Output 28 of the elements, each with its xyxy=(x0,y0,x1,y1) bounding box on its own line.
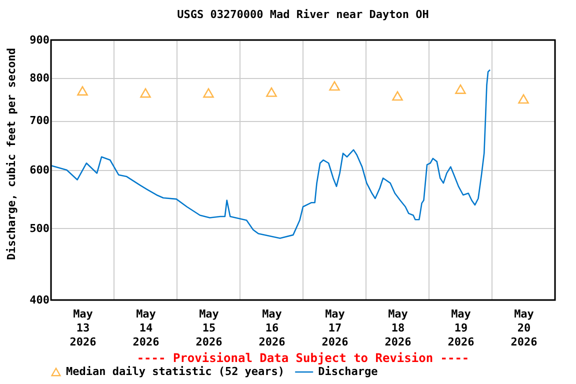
chart-title: USGS 03270000 Mad River near Dayton OH xyxy=(177,8,429,21)
x-tick-label: May 13 2026 xyxy=(70,308,97,348)
y-tick-label: 800 xyxy=(30,71,50,84)
y-tick-label: 600 xyxy=(30,164,50,176)
y-tick-label: 400 xyxy=(30,294,50,306)
text: ---- Provisional Data Subject to Revision ---- xyxy=(136,351,470,365)
x-tick-label: May 18 2026 xyxy=(384,308,412,348)
legend-label: Median daily statistic (52 years) xyxy=(66,365,285,378)
y-tick-label: 700 xyxy=(30,114,50,128)
x-tick-label: May 16 2026 xyxy=(258,308,286,348)
x-tick-label: May 14 2026 xyxy=(132,308,160,348)
line-series xyxy=(51,69,491,239)
x-tick-label: May 17 2026 xyxy=(322,308,349,348)
point xyxy=(455,84,466,94)
y-tick-label: 900 xyxy=(30,34,50,46)
x-tick-label: May 20 2026 xyxy=(510,308,538,348)
point xyxy=(266,87,277,97)
x-tick-label: May 15 2026 xyxy=(196,308,223,348)
point xyxy=(518,94,529,104)
x-tick-label: May 19 2026 xyxy=(448,308,475,348)
y-tick-label: 500 xyxy=(30,222,50,235)
point xyxy=(329,81,340,91)
legend-label: Discharge xyxy=(318,365,378,378)
point xyxy=(392,91,403,101)
y-axis-title: Discharge, cubic feet per second xyxy=(5,48,18,260)
point xyxy=(77,86,88,96)
point xyxy=(140,88,151,98)
point xyxy=(203,88,214,98)
